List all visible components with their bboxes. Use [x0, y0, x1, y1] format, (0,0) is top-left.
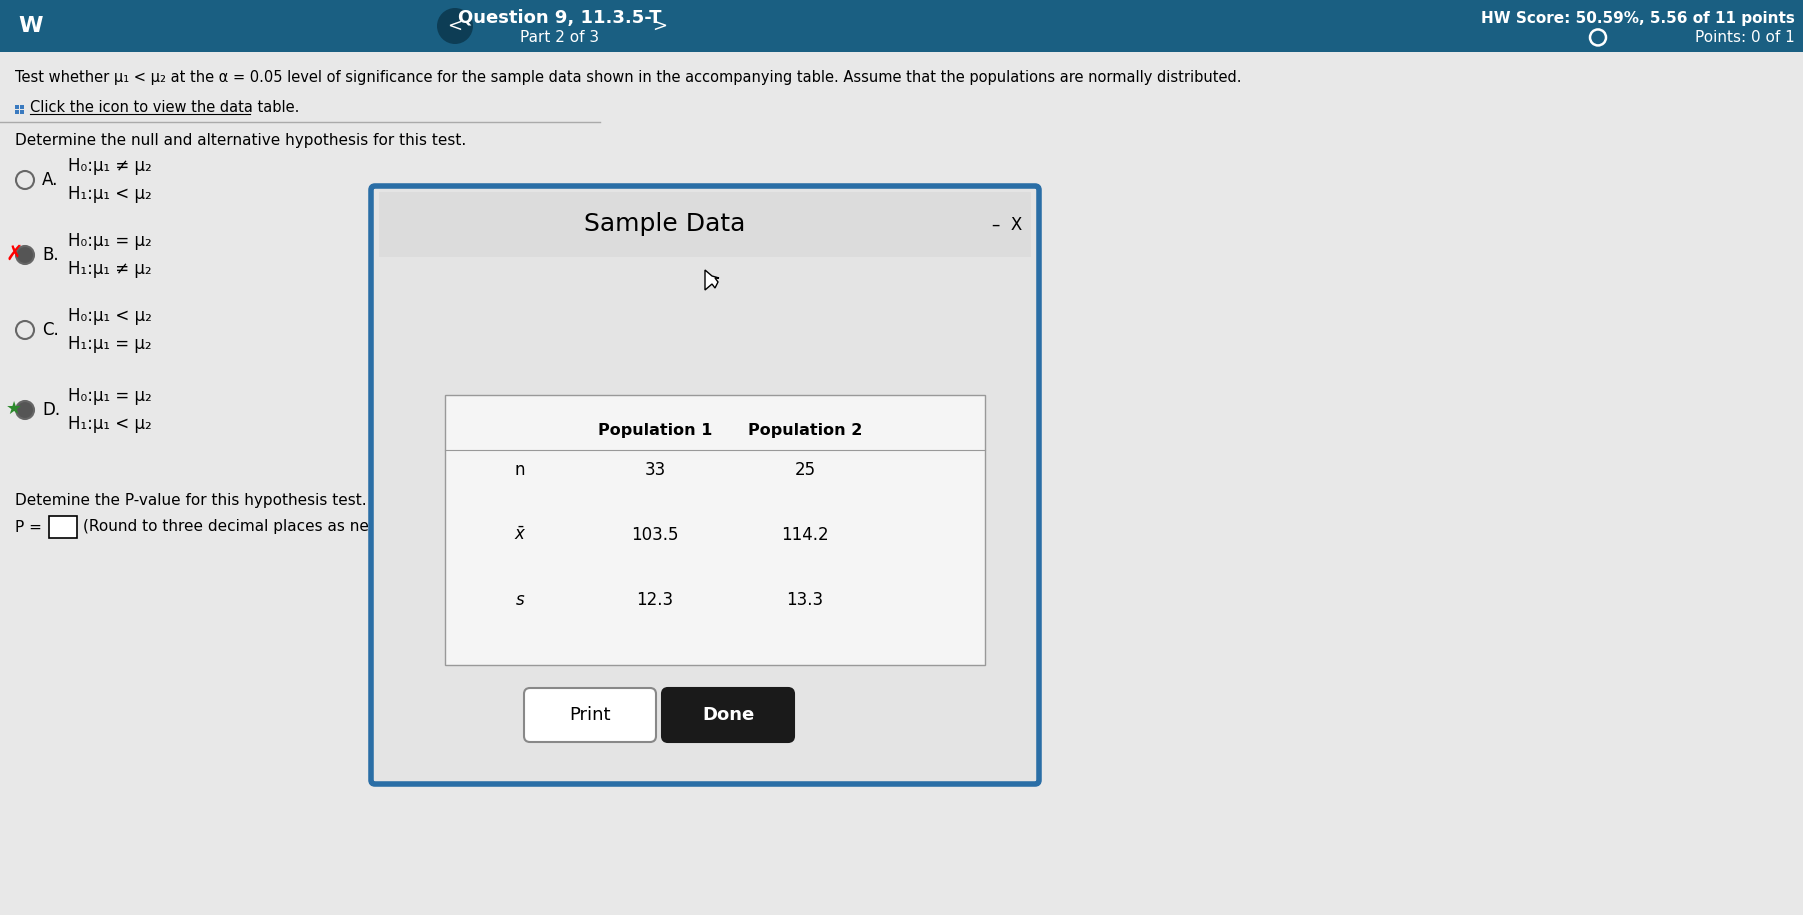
FancyBboxPatch shape	[525, 688, 656, 742]
Text: $\bar{x}$: $\bar{x}$	[514, 526, 526, 544]
FancyBboxPatch shape	[445, 395, 984, 665]
Text: (Round to three decimal places as needed.): (Round to three decimal places as needed…	[83, 520, 418, 534]
Polygon shape	[705, 270, 719, 290]
Text: H₀:μ₁ = μ₂: H₀:μ₁ = μ₂	[69, 232, 151, 250]
Text: ✗: ✗	[5, 244, 23, 264]
Text: >: >	[653, 17, 667, 35]
Text: <: <	[447, 17, 463, 35]
Text: –  X: – X	[992, 216, 1022, 233]
FancyBboxPatch shape	[20, 110, 23, 114]
Circle shape	[436, 8, 472, 44]
Text: A.: A.	[41, 171, 58, 189]
FancyBboxPatch shape	[0, 0, 1803, 52]
Text: C.: C.	[41, 321, 59, 339]
Text: 114.2: 114.2	[781, 526, 829, 544]
FancyBboxPatch shape	[379, 192, 1031, 257]
Text: Points: 0 of 1: Points: 0 of 1	[1695, 30, 1796, 45]
Text: Population 1: Population 1	[599, 423, 712, 437]
FancyBboxPatch shape	[49, 516, 78, 538]
Text: 103.5: 103.5	[631, 526, 678, 544]
Text: Population 2: Population 2	[748, 423, 862, 437]
FancyBboxPatch shape	[14, 105, 20, 109]
Text: HW Score: 50.59%, 5.56 of 11 points: HW Score: 50.59%, 5.56 of 11 points	[1480, 11, 1796, 26]
Text: s: s	[516, 591, 525, 609]
Text: Question 9, 11.3.5-T: Question 9, 11.3.5-T	[458, 9, 662, 27]
Text: n: n	[514, 461, 525, 479]
Text: Test whether μ₁ < μ₂ at the α = 0.05 level of significance for the sample data s: Test whether μ₁ < μ₂ at the α = 0.05 lev…	[14, 70, 1242, 85]
Text: Determine the null and alternative hypothesis for this test.: Determine the null and alternative hypot…	[14, 133, 467, 147]
Text: P =: P =	[14, 520, 41, 534]
Text: H₁:μ₁ ≠ μ₂: H₁:μ₁ ≠ μ₂	[69, 260, 151, 278]
Text: H₁:μ₁ < μ₂: H₁:μ₁ < μ₂	[69, 415, 151, 433]
Text: Done: Done	[701, 706, 754, 724]
Circle shape	[16, 246, 34, 264]
Text: Sample Data: Sample Data	[584, 212, 746, 236]
FancyBboxPatch shape	[371, 186, 1039, 784]
Text: Part 2 of 3: Part 2 of 3	[521, 30, 600, 45]
Circle shape	[16, 401, 34, 419]
Text: H₀:μ₁ = μ₂: H₀:μ₁ = μ₂	[69, 387, 151, 405]
Text: H₀:μ₁ < μ₂: H₀:μ₁ < μ₂	[69, 307, 151, 325]
Text: 25: 25	[795, 461, 815, 479]
FancyBboxPatch shape	[662, 688, 793, 742]
Text: H₀:μ₁ ≠ μ₂: H₀:μ₁ ≠ μ₂	[69, 157, 151, 175]
Text: 33: 33	[644, 461, 665, 479]
Text: 12.3: 12.3	[636, 591, 674, 609]
Text: Click the icon to view the data table.: Click the icon to view the data table.	[31, 100, 299, 114]
Text: H₁:μ₁ < μ₂: H₁:μ₁ < μ₂	[69, 185, 151, 203]
FancyBboxPatch shape	[14, 110, 20, 114]
Text: Print: Print	[570, 706, 611, 724]
Text: Detemine the P-value for this hypothesis test.: Detemine the P-value for this hypothesis…	[14, 492, 366, 508]
Text: 13.3: 13.3	[786, 591, 824, 609]
Text: D.: D.	[41, 401, 59, 419]
FancyBboxPatch shape	[20, 105, 23, 109]
Text: H₁:μ₁ = μ₂: H₁:μ₁ = μ₂	[69, 335, 151, 353]
Text: W: W	[18, 16, 43, 36]
Text: B.: B.	[41, 246, 59, 264]
Text: ★: ★	[5, 400, 22, 418]
